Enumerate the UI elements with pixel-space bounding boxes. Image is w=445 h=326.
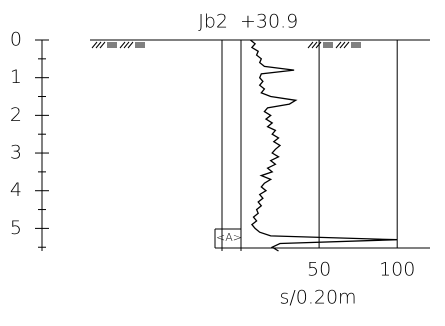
ground-hatch-left xyxy=(91,41,145,49)
y-tick-label: 1 xyxy=(10,66,22,88)
y-tick-label: 5 xyxy=(10,217,22,239)
y-tick-label: 2 xyxy=(10,104,22,126)
x-axis-label: s/0.20m xyxy=(279,287,356,309)
elevation: +30.9 xyxy=(240,11,298,33)
chart-title: Jb2 xyxy=(198,11,228,33)
annotation: <A> xyxy=(216,231,242,244)
ground-hatch-right xyxy=(307,41,361,49)
y-tick-label: 4 xyxy=(10,179,22,201)
sounding-curve xyxy=(249,39,398,252)
x-tick-label: 100 xyxy=(379,259,415,281)
x-tick-label: 50 xyxy=(307,259,331,281)
y-tick-label: 3 xyxy=(10,142,22,164)
y-tick-label: 0 xyxy=(10,29,22,51)
